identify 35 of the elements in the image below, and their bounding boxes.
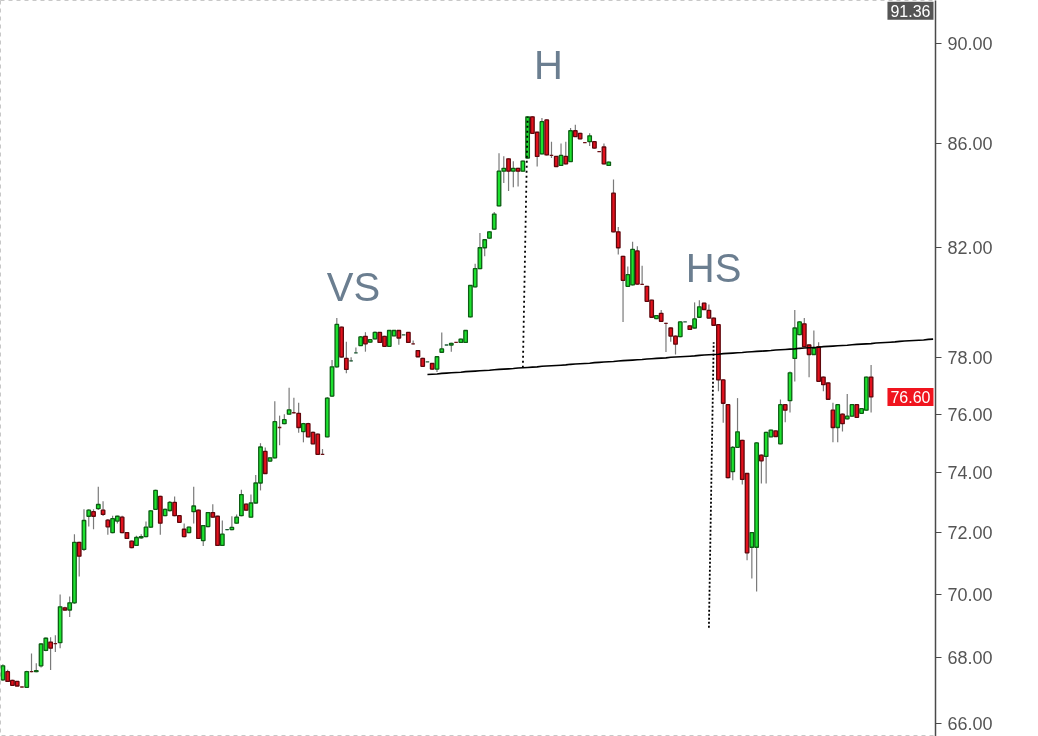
candlestick (563, 141, 569, 166)
candlestick (439, 331, 445, 354)
y-tick-label: 90.00 (947, 34, 993, 55)
candlestick (343, 341, 349, 374)
annotation: H (533, 42, 563, 87)
annotation: VS (326, 264, 381, 309)
candlestick (811, 329, 817, 356)
candlestick (868, 364, 874, 414)
candlestick (48, 636, 53, 671)
candlestick (506, 157, 511, 192)
candlestick (219, 519, 225, 547)
y-tick-label: 70.00 (947, 584, 993, 605)
candlestick (763, 431, 769, 485)
candlestick (835, 403, 841, 443)
candlestick (286, 387, 292, 416)
candlestick (510, 160, 516, 188)
candlestick (363, 331, 368, 353)
y-tick-label: 78.00 (947, 347, 993, 368)
y-tick-label: 66.00 (947, 713, 993, 734)
candlestick (262, 446, 268, 475)
y-tick-label: 68.00 (947, 648, 993, 669)
y-tick-label: 82.00 (947, 238, 993, 259)
candlestick (229, 515, 235, 531)
y-tick-label: 86.00 (947, 133, 993, 154)
candlestick (91, 508, 96, 530)
candlestick (238, 489, 244, 517)
annotation: 76.60 (890, 388, 931, 406)
annotation: 91.36 (890, 2, 931, 20)
candlestick (296, 402, 302, 434)
y-tick-label: 74.00 (947, 463, 993, 484)
candlestick (758, 454, 764, 485)
y-tick-label: 72.00 (947, 523, 993, 544)
candlestick (191, 486, 197, 525)
annotation: HS (685, 245, 742, 290)
y-tick-label: 76.00 (947, 404, 993, 425)
